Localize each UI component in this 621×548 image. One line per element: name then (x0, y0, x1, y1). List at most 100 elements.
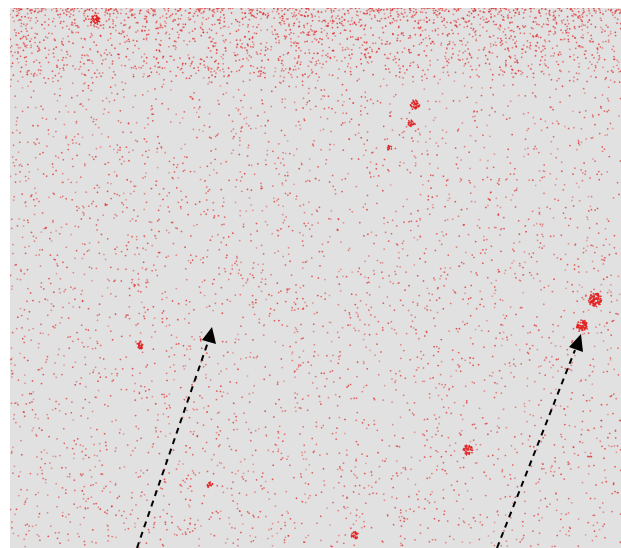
panel (10, 8, 621, 548)
dot (492, 455, 494, 457)
dot (184, 519, 186, 521)
dot (569, 95, 571, 97)
dot (83, 517, 85, 519)
dot (276, 230, 278, 232)
dot (246, 117, 248, 119)
dot (43, 39, 45, 41)
dot (247, 280, 249, 282)
dot (586, 492, 588, 494)
dot (357, 444, 359, 446)
dot (407, 255, 409, 257)
dot (363, 28, 365, 30)
dot (332, 186, 334, 188)
dot (127, 314, 129, 316)
dot (299, 433, 301, 435)
dot (236, 257, 238, 259)
dot (21, 315, 23, 317)
dot (103, 113, 105, 115)
dot (407, 169, 409, 171)
dot (494, 397, 496, 399)
dot (55, 170, 57, 172)
dot (580, 19, 582, 21)
dot (486, 167, 488, 169)
dot (157, 62, 159, 64)
dot (335, 17, 337, 19)
dot (123, 96, 125, 98)
dot (39, 73, 41, 75)
dot (332, 355, 334, 357)
dot (412, 301, 414, 303)
dot (59, 322, 61, 324)
dot (364, 333, 366, 335)
dot (209, 36, 211, 38)
dot (494, 153, 496, 155)
dot (365, 150, 367, 152)
dot (42, 374, 44, 376)
dot (518, 11, 520, 13)
dot (229, 523, 231, 525)
dot (466, 58, 468, 60)
dot (562, 446, 564, 448)
dot (45, 57, 47, 59)
dot (248, 164, 250, 166)
dot (138, 428, 140, 430)
dot (560, 316, 562, 318)
dot (122, 89, 124, 91)
dot (435, 101, 437, 103)
dot (592, 41, 594, 43)
dot (319, 396, 321, 398)
dot (42, 478, 44, 480)
dot (550, 471, 552, 473)
dot (429, 213, 431, 215)
dot (37, 125, 39, 127)
dot (606, 171, 608, 173)
dot (532, 252, 534, 254)
dot (436, 427, 438, 429)
dot (218, 273, 220, 275)
dot (478, 14, 480, 16)
dot (172, 222, 174, 224)
dot (77, 533, 79, 535)
dot (367, 233, 369, 235)
dot (608, 220, 610, 222)
dot (514, 55, 516, 57)
dot (543, 176, 545, 178)
dot (340, 269, 342, 271)
dot (309, 158, 311, 160)
dot (417, 499, 419, 501)
dot (612, 413, 614, 415)
dot (509, 56, 511, 58)
dot (231, 264, 233, 266)
dot (582, 333, 584, 335)
dot (461, 541, 463, 543)
dot (281, 101, 283, 103)
dot (227, 488, 229, 490)
dot (310, 109, 312, 111)
dot (511, 30, 513, 32)
dot (305, 482, 307, 484)
dot (369, 294, 371, 296)
dot (503, 16, 505, 18)
dot (264, 54, 266, 56)
dot (549, 40, 551, 42)
dot (85, 508, 87, 510)
dot (154, 522, 156, 524)
dot (348, 312, 350, 314)
dot (591, 209, 593, 211)
dot (529, 332, 531, 334)
dot (176, 337, 178, 339)
dot (275, 403, 277, 405)
dot (401, 7, 403, 9)
dot (443, 387, 445, 389)
dot (283, 380, 285, 382)
dot (42, 152, 44, 154)
dot (80, 103, 82, 105)
dot (509, 365, 511, 367)
dot (242, 523, 244, 525)
dot (321, 39, 323, 41)
dot (110, 198, 112, 200)
dot (91, 267, 93, 269)
dot (28, 171, 30, 173)
dot (317, 80, 319, 82)
dot (93, 24, 95, 26)
